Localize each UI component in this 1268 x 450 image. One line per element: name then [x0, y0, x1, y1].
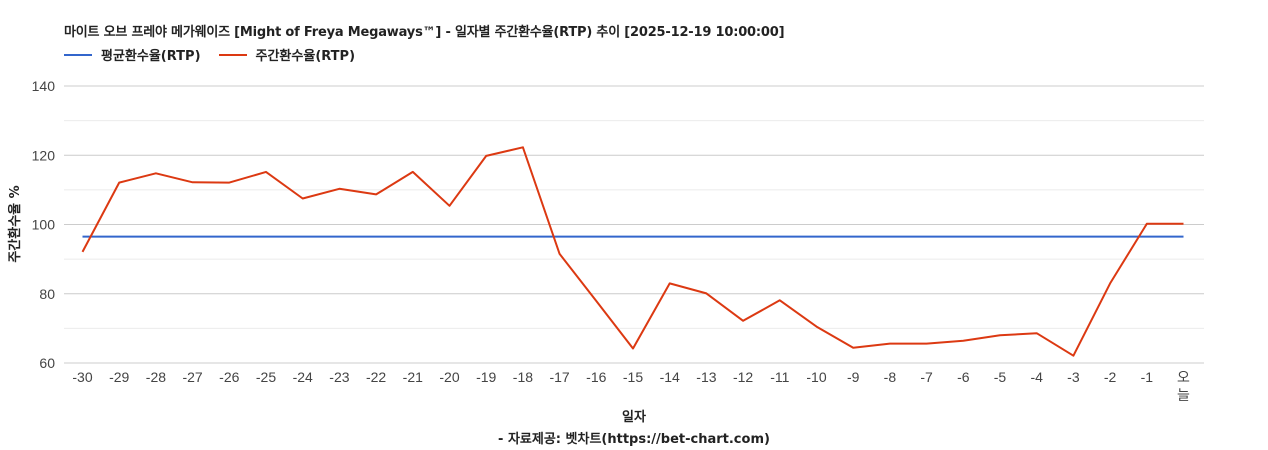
x-tick-label: -7: [920, 369, 933, 385]
x-tick-label: -29: [109, 369, 129, 385]
x-tick-label: -25: [256, 369, 276, 385]
x-tick-label: -19: [476, 369, 496, 385]
y-tick-label: 120: [32, 147, 56, 163]
x-tick-label: 오: [1177, 370, 1190, 386]
x-tick-label: -26: [219, 369, 239, 385]
x-axis-title: 일자: [622, 410, 646, 425]
x-tick-label: -27: [182, 369, 202, 385]
legend-item-average[interactable]: 평균환수율(RTP): [64, 45, 201, 64]
x-tick-label: -12: [733, 369, 753, 385]
x-tick-label: -21: [403, 369, 423, 385]
x-tick-label: 늘: [1177, 388, 1190, 404]
x-tick-label: -24: [293, 369, 313, 385]
x-tick-label: -11: [770, 369, 789, 385]
legend-item-weekly[interactable]: 주간환수율(RTP): [218, 45, 356, 64]
series-weekly-line: [81, 146, 1184, 357]
x-tick-label: -4: [1030, 369, 1043, 385]
x-tick-label: -2: [1104, 369, 1117, 385]
x-tick-label: -10: [806, 369, 826, 385]
y-tick-label: 140: [32, 78, 56, 94]
y-tick-label: 60: [39, 355, 55, 371]
x-tick-label: -18: [513, 369, 533, 385]
chart-title: 마이트 오브 프레야 메가웨이즈 [Might of Freya Megaway…: [64, 25, 785, 40]
x-tick-label: -14: [660, 369, 680, 385]
x-tick-label: -30: [72, 369, 92, 385]
x-tick-label: -6: [957, 369, 970, 385]
x-tick-label: -16: [586, 369, 606, 385]
data-source: - 자료제공: 벳차트(https://bet-chart.com): [498, 432, 770, 447]
x-tick-label: -23: [329, 369, 349, 385]
x-tick-label: -15: [623, 369, 643, 385]
x-tick-label: -20: [439, 369, 459, 385]
x-tick-label: -3: [1067, 369, 1080, 385]
y-tick-label: 80: [39, 286, 55, 302]
legend-swatch-weekly: [218, 53, 247, 56]
x-tick-label: -8: [884, 369, 897, 385]
y-tick-label: 100: [32, 217, 56, 233]
x-tick-label: -13: [696, 369, 716, 385]
legend-swatch-average: [64, 53, 92, 56]
x-tick-label: -17: [549, 369, 569, 385]
legend: 평균환수율(RTP) 주간환수율(RTP): [64, 45, 373, 64]
x-tick-label: -1: [1141, 369, 1154, 385]
x-tick-label: -28: [146, 369, 166, 385]
y-axis-title: 주간환수율 %: [7, 185, 23, 262]
x-tick-label: -5: [994, 369, 1007, 385]
x-tick-label: -22: [366, 369, 386, 385]
legend-label-average: 평균환수율(RTP): [101, 49, 201, 64]
legend-label-weekly: 주간환수율(RTP): [255, 49, 356, 64]
x-tick-label: -9: [847, 369, 860, 385]
